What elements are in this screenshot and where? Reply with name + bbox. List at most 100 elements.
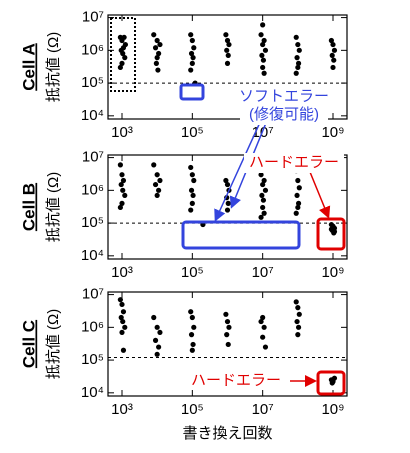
y-tick-label: 10⁷ [82, 149, 104, 166]
hard-error-box [316, 370, 346, 396]
point [295, 41, 301, 48]
point [189, 200, 195, 206]
arrow [309, 171, 331, 219]
point [120, 318, 126, 325]
point [258, 214, 264, 220]
point [295, 200, 302, 206]
x-tick-label: 10⁵ [181, 124, 204, 141]
y-tick-label: 10⁵ [81, 74, 104, 91]
annotation: ハードエラー [249, 154, 339, 171]
point [226, 41, 232, 48]
point [260, 334, 266, 340]
y-tick-label: 10⁴ [81, 107, 104, 124]
point [329, 52, 335, 59]
point [122, 41, 129, 48]
plot-frame [107, 14, 348, 120]
point [225, 52, 231, 59]
y-axis-label: 抵抗値 (Ω) [45, 309, 62, 379]
soft-error-box [181, 220, 301, 250]
point [189, 37, 195, 44]
x-tick-label: 10⁹ [321, 401, 344, 418]
point [262, 344, 269, 350]
point [188, 67, 194, 73]
y-axis-label: 抵抗値 (Ω) [45, 32, 62, 102]
point [224, 37, 231, 44]
point [118, 314, 124, 321]
point [154, 351, 160, 357]
point [295, 305, 301, 311]
point [296, 185, 302, 191]
point [151, 314, 157, 321]
panel-label: Cell C [19, 320, 38, 368]
panel-label: Cell A [19, 43, 38, 91]
point [119, 60, 125, 66]
point [329, 380, 335, 386]
point [223, 177, 229, 184]
point [120, 347, 127, 353]
point [157, 41, 163, 48]
point [152, 337, 159, 343]
point [120, 187, 126, 193]
point [225, 341, 231, 348]
point [261, 37, 267, 44]
point [188, 309, 194, 315]
point [295, 64, 301, 71]
point [156, 344, 162, 350]
point [190, 192, 196, 199]
plot-frame [107, 154, 348, 260]
plot-frame [107, 291, 348, 397]
point [331, 57, 337, 63]
point [117, 297, 123, 303]
point [262, 47, 269, 53]
annotation: (修復可能) [249, 106, 319, 123]
point [260, 204, 266, 211]
point [331, 228, 338, 235]
point [260, 57, 267, 63]
point [153, 60, 159, 66]
point [119, 301, 125, 308]
point [117, 204, 123, 211]
point [293, 34, 299, 40]
point [152, 181, 159, 188]
annotation-bg [240, 87, 328, 125]
point [295, 60, 302, 66]
point [189, 172, 195, 178]
point [261, 70, 267, 76]
x-tick-label: 10⁷ [252, 401, 274, 418]
point [293, 70, 299, 76]
point [189, 60, 195, 66]
point [120, 309, 127, 315]
point [330, 41, 336, 48]
y-tick-label: 10⁶ [81, 318, 104, 335]
point [188, 32, 194, 38]
point [188, 332, 195, 338]
dotted-box [110, 17, 136, 92]
point [225, 200, 231, 206]
y-tick-label: 10⁶ [81, 181, 104, 198]
y-axis-label: 抵抗値 (Ω) [45, 172, 62, 242]
point [119, 329, 125, 336]
x-tick-label: 10⁵ [181, 401, 204, 418]
point [331, 375, 338, 381]
point [190, 341, 196, 348]
point [191, 45, 197, 51]
x-tick-label: 10⁵ [181, 264, 204, 281]
point [296, 47, 302, 53]
x-tick-label: 10⁹ [321, 124, 344, 141]
y-tick-label: 10⁴ [81, 247, 104, 264]
x-axis-label: 書き換え回数 [182, 425, 272, 442]
x-tick-label: 10³ [111, 401, 133, 418]
y-tick-label: 10⁵ [81, 351, 104, 368]
point [188, 187, 195, 193]
point [262, 187, 269, 193]
point [122, 192, 128, 199]
point [121, 34, 127, 40]
point [189, 314, 195, 321]
point [261, 324, 267, 330]
y-tick-label: 10⁶ [81, 41, 104, 58]
point [328, 37, 334, 44]
point [119, 200, 125, 206]
arrow [214, 117, 263, 222]
point [260, 22, 266, 28]
